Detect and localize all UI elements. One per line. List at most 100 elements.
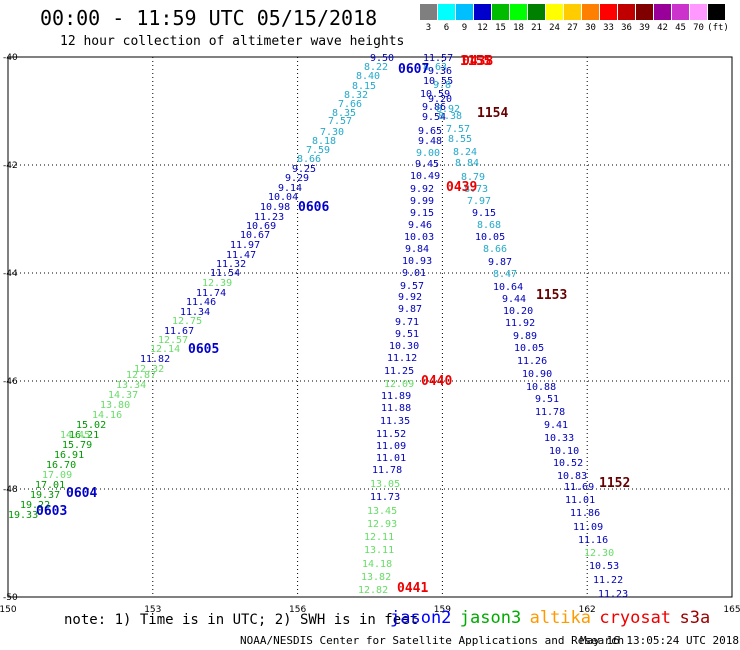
wave-height-label: 11.47 (226, 250, 256, 261)
wave-height-label: 7.66 (338, 99, 362, 110)
color-scale-swatch (420, 4, 437, 20)
wave-height-label: 12.11 (364, 532, 394, 543)
wave-height-label: 7.57 (446, 124, 470, 135)
wave-height-label: 9.57 (400, 281, 424, 292)
wave-height-label: 9.15 (410, 208, 434, 219)
wave-height-label: 10.04 (268, 192, 298, 203)
wave-height-label: 11.74 (196, 288, 226, 299)
wave-height-label: 15.79 (62, 440, 92, 451)
wave-height-label: 11.09 (376, 441, 406, 452)
pass-time-label: 0440 (421, 374, 452, 389)
wave-height-label: 9.45 (415, 159, 439, 170)
wave-height-label: 9.46 (408, 220, 432, 231)
wave-height-label: 13.82 (361, 572, 391, 583)
color-scale-swatch (672, 4, 689, 20)
generated-timestamp: May 16 13:05:24 UTC 2018 (580, 634, 739, 647)
color-scale-label: 24 (549, 23, 560, 33)
wave-height-label: 8.18 (312, 136, 336, 147)
color-scale-label: 42 (657, 23, 668, 33)
wave-height-label: 17.01 (35, 480, 65, 491)
wave-height-label: 10.90 (522, 369, 552, 380)
wave-height-label: 11.01 (565, 495, 595, 506)
color-scale-unit: (ft) (707, 23, 729, 33)
wave-height-label: 9.51 (535, 394, 559, 405)
color-scale-label: 6 (443, 23, 450, 33)
wave-height-label: 13.80 (100, 400, 130, 411)
wave-height-label: 8.66 (483, 244, 507, 255)
color-scale-label: 39 (639, 23, 650, 33)
wave-height-label: 9.92 (398, 292, 422, 303)
satellite-name: jason3 (459, 608, 522, 628)
y-tick-label: -48 (3, 485, 18, 495)
wave-height-label: 12.30 (584, 548, 614, 559)
color-scale-swatch (564, 4, 581, 20)
wave-height-label: 13.11 (364, 545, 394, 556)
wave-height-label: 12.14 (150, 344, 180, 355)
wave-height-label: 13.34 (116, 380, 146, 391)
wave-height-label: 13.45 (367, 506, 397, 517)
color-scale-swatch (456, 4, 473, 20)
color-scale-swatch (654, 4, 671, 20)
wave-height-label: 11.25 (384, 366, 414, 377)
color-scale-swatch (600, 4, 617, 20)
wave-height-label: 11.22 (593, 575, 623, 586)
wave-height-label: 8.66 (297, 154, 321, 165)
wave-height-label: 9.48 (418, 136, 442, 147)
plot-frame (7, 56, 733, 598)
wave-height-label: 9.25 (292, 164, 316, 175)
pass-time-label: 0441 (397, 581, 428, 596)
credit-line: NOAA/NESDIS Center for Satellite Applica… (240, 634, 625, 647)
wave-height-label: 10.53 (589, 561, 619, 572)
wave-height-label: 8.38 (438, 111, 462, 122)
wave-height-label: 12.09 (384, 379, 414, 390)
pass-time-label: 0604 (66, 486, 97, 501)
color-scale-swatch (528, 4, 545, 20)
wave-height-label: 10.05 (514, 343, 544, 354)
wave-height-label: 9.71 (395, 317, 419, 328)
pass-time-label: 0606 (298, 200, 329, 215)
wave-height-label: 8.73 (464, 184, 488, 195)
pass-time-label: 0605 (188, 342, 219, 357)
color-scale-label: 70 (693, 23, 704, 33)
wave-height-label: 12.87 (126, 370, 156, 381)
wave-height-label: 7.30 (320, 127, 344, 138)
y-tick-label: -44 (3, 269, 18, 279)
page-title: 00:00 - 11:59 UTC 05/15/2018 (40, 6, 378, 30)
wave-height-label: 11.52 (376, 429, 406, 440)
wave-height-label: 8.22 (364, 62, 388, 73)
wave-height-label: 16.91 (54, 450, 84, 461)
wave-height-label: 11.09 (573, 522, 603, 533)
pass-time-label: 0607 (398, 62, 429, 77)
wave-height-label: 10.69 (246, 221, 276, 232)
y-tick-label: -50 (3, 593, 18, 603)
color-scale-label: 36 (621, 23, 632, 33)
wave-height-label: 11.82 (140, 354, 170, 365)
wave-height-label: 8.40 (356, 71, 380, 82)
satellite-name: jason2 (390, 608, 452, 628)
color-scale-label: 45 (675, 23, 686, 33)
wave-height-label: 12.75 (172, 316, 202, 327)
wave-height-label: 9.44 (502, 294, 526, 305)
wave-height-label: 10.49 (410, 171, 440, 182)
wave-height-label: 12.32 (134, 364, 164, 375)
wave-height-label: 15.02 (76, 420, 106, 431)
wave-height-label: 8.63 (423, 62, 447, 73)
wave-height-label: 8.32 (344, 90, 368, 101)
x-tick-label: 156 (289, 605, 306, 615)
color-scale-label: 21 (531, 23, 542, 33)
wave-height-label: 11.54 (210, 268, 240, 279)
wave-height-label: 16.70 (46, 460, 76, 471)
wave-height-label: 10.88 (526, 382, 556, 393)
wave-height-label: 11.67 (164, 326, 194, 337)
color-scale-swatch (636, 4, 653, 20)
wave-height-label: 16.21 (69, 430, 99, 441)
y-tick-label: -42 (3, 161, 18, 171)
color-scale-swatch (690, 4, 707, 20)
wave-height-label: 11.16 (578, 535, 608, 546)
wave-height-label: 9.01 (402, 268, 426, 279)
y-tick-label: -40 (3, 53, 18, 63)
wave-height-label: 10.10 (549, 446, 579, 457)
wave-height-label: 11.01 (376, 453, 406, 464)
wave-height-label: 11.26 (517, 356, 547, 367)
wave-height-label: 9.99 (410, 196, 434, 207)
